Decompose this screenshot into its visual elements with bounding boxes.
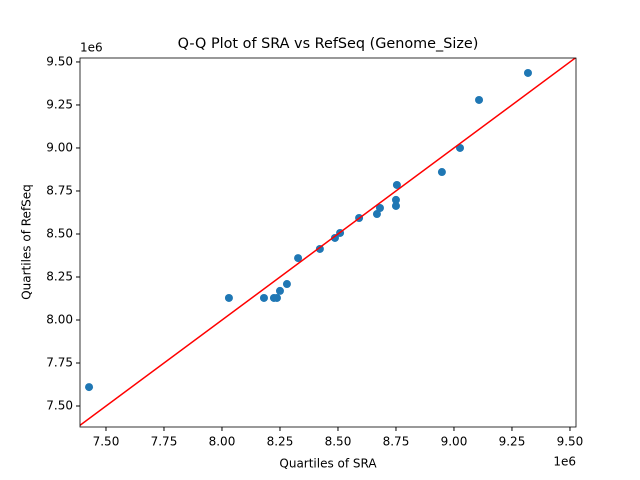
point <box>437 168 446 177</box>
y-tick-label: 9.50 <box>46 54 73 68</box>
point <box>330 233 339 242</box>
y-tick-label: 7.75 <box>46 356 73 370</box>
point <box>294 254 303 263</box>
point <box>372 210 381 219</box>
y-tick-label: 7.50 <box>46 399 73 413</box>
point <box>523 68 532 77</box>
y-tick-label: 8.50 <box>46 226 73 240</box>
point <box>272 293 281 302</box>
point <box>375 204 384 213</box>
x-tick-label: 9.00 <box>441 435 468 449</box>
x-tick-label: 8.50 <box>325 435 352 449</box>
plot-area <box>80 58 576 427</box>
point <box>282 280 291 289</box>
x-tick-label: 7.75 <box>151 435 178 449</box>
point <box>391 195 400 204</box>
point <box>315 244 324 253</box>
y-offset-label: 1e6 <box>80 41 103 55</box>
x-tick-label: 8.25 <box>267 435 294 449</box>
y-axis-label: Quartiles of RefSeq <box>20 184 34 300</box>
chart-title: Q-Q Plot of SRA vs RefSeq (Genome_Size) <box>178 36 479 52</box>
point <box>224 293 233 302</box>
point <box>85 383 94 392</box>
reference-line <box>80 58 576 427</box>
y-tick-label: 9.25 <box>46 97 73 111</box>
y-tick-label: 8.00 <box>46 312 73 326</box>
point <box>392 180 401 189</box>
y-tick-label: 8.75 <box>46 183 73 197</box>
x-tick-label: 8.00 <box>209 435 236 449</box>
point <box>275 286 284 295</box>
point <box>456 143 465 152</box>
x-tick-label: 7.50 <box>93 435 120 449</box>
x-tick-label: 9.25 <box>499 435 526 449</box>
point <box>391 201 400 210</box>
y-tick-label: 8.25 <box>46 269 73 283</box>
y-tick-label: 9.00 <box>46 140 73 154</box>
point <box>259 293 268 302</box>
point <box>475 95 484 104</box>
axes-frame <box>79 57 577 428</box>
x-offset-label: 1e6 <box>553 455 576 469</box>
x-tick-label: 9.50 <box>557 435 584 449</box>
x-axis-label: Quartiles of SRA <box>279 457 377 471</box>
x-tick-label: 8.75 <box>383 435 410 449</box>
